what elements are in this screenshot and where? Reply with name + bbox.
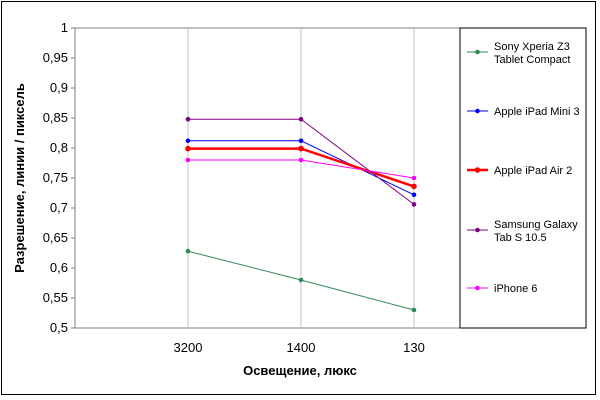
x-axis-ticks: 3200 1400 130 [174, 340, 425, 355]
x-tick-label-0: 3200 [174, 340, 203, 355]
y-tick-label-3: 0,65 [43, 230, 68, 245]
legend-label-1-0: Apple iPad Mini 3 [494, 106, 580, 118]
legend-marker-0 [475, 49, 480, 55]
y-tick-label-9: 0,95 [43, 50, 68, 65]
data-point-4-0 [185, 157, 191, 163]
data-point-4-2 [411, 175, 417, 181]
legend-label-3-0: Samsung Galaxy [494, 219, 578, 231]
data-point-0-2 [411, 307, 417, 313]
y-tick-label-10: 1 [61, 20, 68, 35]
y-tick-label-7: 0,85 [43, 110, 68, 125]
data-point-2-0 [185, 145, 191, 152]
data-point-1-0 [185, 138, 191, 144]
series-lines [185, 116, 417, 313]
x-tick-label-2: 130 [403, 340, 425, 355]
data-point-0-0 [185, 248, 191, 254]
x-axis-title: Освещение, люкс [243, 363, 357, 378]
plot-area [74, 27, 461, 329]
y-tick-label-6: 0,8 [50, 140, 68, 155]
y-tick-label-5: 0,75 [43, 170, 68, 185]
y-axis-ticks: 0,5 0,55 0,6 0,65 0,7 0,75 0,8 0,85 0,9 0,95 1 [43, 20, 75, 335]
data-point-1-2 [411, 192, 417, 198]
y-tick-label-1: 0,55 [43, 290, 68, 305]
legend-marker-2 [474, 167, 481, 173]
data-point-3-2 [411, 202, 417, 207]
data-point-2-1 [298, 145, 304, 152]
data-point-3-1 [298, 116, 304, 122]
legend-label-3-1: Tab S 10.5 [494, 232, 547, 244]
x-tick-label-1: 1400 [287, 340, 316, 355]
data-point-1-1 [298, 138, 304, 144]
legend-marker-3 [475, 227, 480, 233]
legend-label-2-0: Apple iPad Air 2 [494, 165, 572, 177]
data-point-0-1 [298, 277, 304, 283]
legend-label-0-1: Tablet Compact [494, 54, 570, 66]
y-tick-label-0: 0,5 [50, 320, 68, 335]
data-point-3-0 [185, 116, 191, 122]
legend-box [459, 27, 587, 329]
y-tick-label-2: 0,6 [50, 260, 68, 275]
legend-marker-4 [475, 285, 480, 291]
legend-label-0-0: Sony Xperia Z3 [494, 41, 570, 53]
y-tick-label-4: 0,7 [50, 200, 68, 215]
data-point-4-1 [298, 157, 304, 163]
legend-label-4-0: iPhone 6 [494, 283, 537, 295]
data-point-2-2 [411, 183, 417, 190]
y-axis-title: Разрешение, линии / пиксель [12, 83, 27, 273]
legend-marker-1 [475, 108, 480, 114]
y-tick-label-8: 0,9 [50, 80, 68, 95]
